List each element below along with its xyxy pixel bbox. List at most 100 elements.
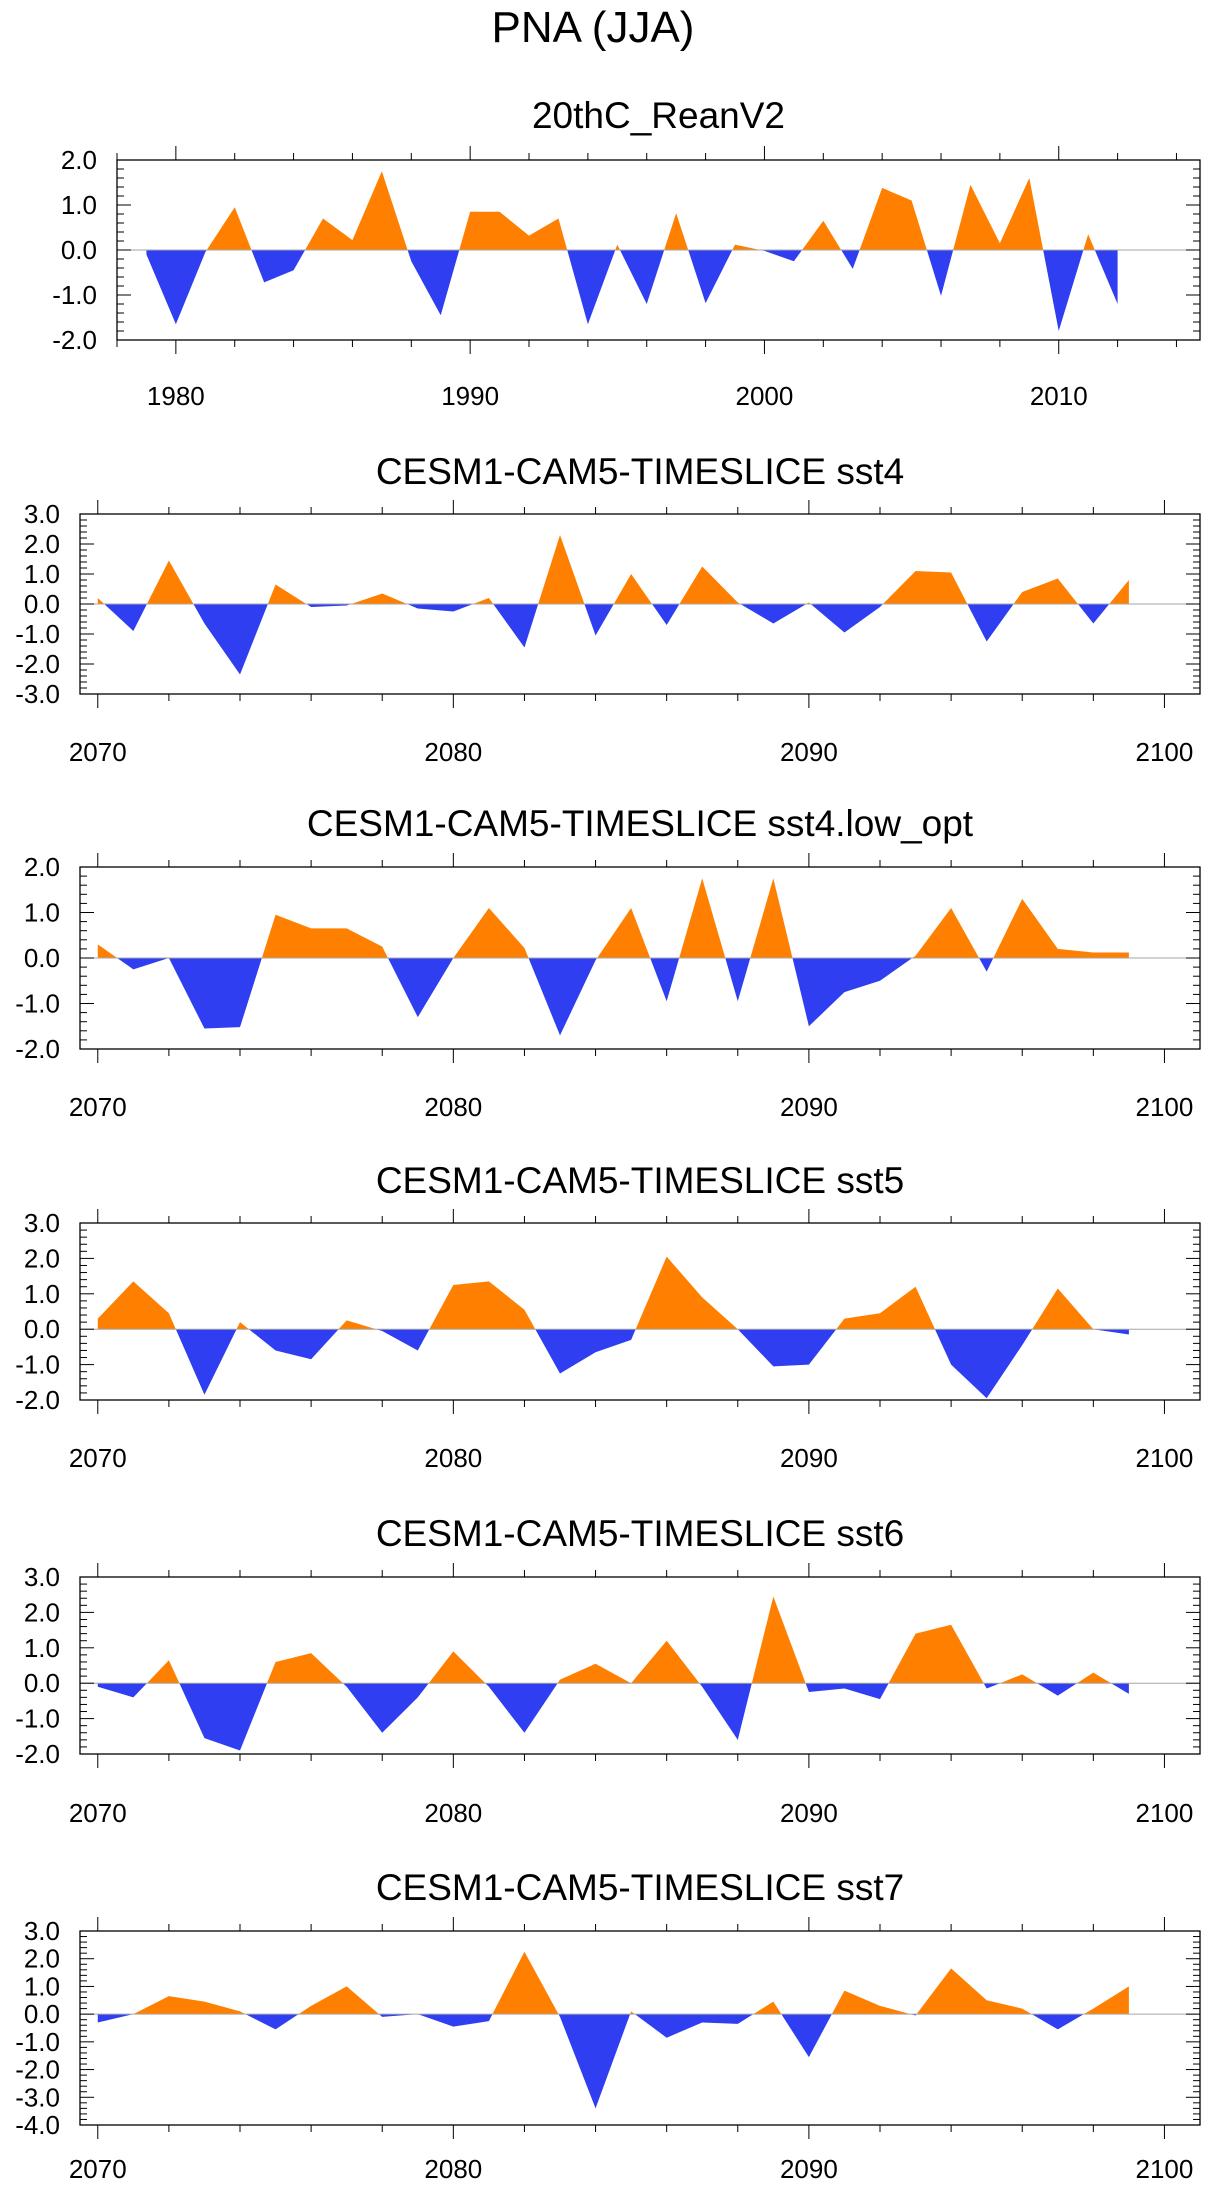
positive-area [97,944,118,958]
negative-area [737,1329,837,1367]
y-tick-label: -2.0 [15,1739,60,1769]
negative-area [760,250,803,262]
y-tick-label: 0.0 [24,589,60,619]
plot-frame [79,1576,1201,1755]
x-tick-label: 2080 [424,1092,482,1122]
panel-title: 20thC_ReanV2 [532,95,785,136]
positive-area [1000,1674,1038,1684]
x-tick-label: 2090 [780,1443,838,1473]
negative-area [967,604,1014,642]
negative-area [407,250,460,316]
negative-area [97,2014,134,2023]
x-tick-label: 2100 [1136,1443,1194,1473]
negative-area [805,1683,889,1700]
positive-area [492,1951,559,2015]
panel-title: CESM1-CAM5-TIMESLICE sst6 [376,1513,904,1554]
y-tick-label: -3.0 [15,679,60,709]
x-tick-label: 2070 [69,737,127,767]
x-tick-label: 2070 [69,1443,127,1473]
positive-area [750,878,793,958]
x-tick-label: 2090 [780,1798,838,1828]
y-tick-label: -1.0 [15,619,60,649]
negative-area [168,958,262,1029]
negative-area [1043,250,1084,331]
negative-area [650,958,680,1002]
positive-area [679,878,726,958]
positive-area [133,1996,246,2015]
y-tick-label: 3.0 [24,1916,60,1946]
y-tick-label: 0.0 [61,235,97,265]
positive-area [679,566,741,604]
y-tick-label: 3.0 [24,1208,60,1238]
positive-area [613,574,653,604]
y-tick-label: -2.0 [15,2055,60,2085]
positive-area [1013,578,1078,604]
x-tick-label: 2010 [1030,381,1088,411]
negative-area [1037,1683,1077,1696]
positive-area [630,2011,635,2015]
negative-area [179,1683,268,1751]
y-tick-label: 2.0 [24,852,60,882]
positive-area [993,898,1129,958]
negative-area [558,2014,631,2109]
x-tick-label: 1980 [147,381,205,411]
x-tick-label: 2090 [780,1092,838,1122]
panel-title: CESM1-CAM5-TIMESLICE sst7 [376,1867,904,1908]
y-tick-label: -2.0 [15,649,60,679]
y-tick-label: 1.0 [24,1633,60,1663]
x-tick-label: 2090 [780,737,838,767]
negative-area [584,604,614,636]
chart-panel-6: CESM1-CAM5-TIMESLICE sst7 -4.0-3.0-2.0-1.… [15,1867,1201,2184]
y-tick-label: 0.0 [24,1668,60,1698]
y-tick-label: 0.0 [24,1314,60,1344]
y-tick-label: 1.0 [61,190,97,220]
y-tick-label: 1.0 [24,1971,60,2001]
negative-area [1077,604,1110,624]
x-tick-label: 2100 [1136,1798,1194,1828]
negative-area [810,604,883,633]
y-tick-label: 1.0 [24,898,60,928]
negative-area [926,250,954,296]
x-tick-label: 2090 [780,2154,838,2184]
positive-area [97,598,105,604]
negative-area [376,1329,430,1351]
y-tick-label: 1.0 [24,1279,60,1309]
positive-area [916,1968,1032,2015]
x-tick-label: 2100 [1136,737,1194,767]
negative-area [1031,2014,1084,2030]
positive-area [146,560,194,604]
negative-area [485,1683,558,1733]
negative-area [567,250,616,325]
positive-area [429,1281,536,1330]
x-tick-label: 2000 [736,381,794,411]
y-tick-label: -2.0 [15,1385,60,1415]
negative-area [378,2014,418,2017]
positive-area [1076,1672,1112,1684]
positive-area [888,1624,984,1684]
panel-title: CESM1-CAM5-TIMESLICE sst5 [376,1160,904,1201]
positive-area [1032,1288,1094,1330]
positive-area [236,1322,249,1330]
positive-area [338,1320,377,1330]
positive-area [802,220,842,250]
y-tick-label: 2.0 [24,1243,60,1273]
negative-area [104,604,147,631]
negative-area [245,2014,299,2030]
positive-area [859,187,927,250]
x-tick-label: 2100 [1136,1092,1194,1122]
positive-area [351,593,408,604]
negative-area [117,958,169,970]
y-tick-label: 0.0 [24,943,60,973]
positive-area [453,907,529,958]
x-tick-label: 2100 [1136,2154,1194,2184]
positive-area [459,211,568,250]
positive-area [261,914,388,958]
y-tick-label: -1.0 [15,1350,60,1380]
y-tick-label: -2.0 [15,1034,60,1064]
positive-area [1083,1986,1129,2015]
x-tick-label: 2080 [424,1443,482,1473]
positive-area [597,907,651,958]
negative-area [535,1329,636,1374]
positive-area [557,1640,700,1684]
positive-area [836,1286,935,1330]
